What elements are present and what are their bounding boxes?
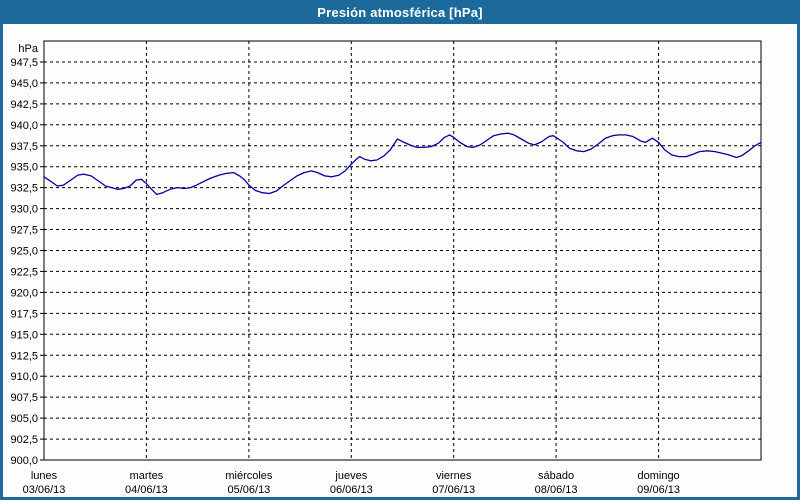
y-tick-label: 927,5	[10, 225, 38, 237]
day-name-label: jueves	[334, 470, 367, 482]
y-tick-label: 905,0	[10, 413, 38, 425]
y-tick-label: 930,0	[10, 204, 38, 216]
y-tick-label: 925,0	[10, 246, 38, 258]
y-tick-label: 902,5	[10, 434, 38, 446]
pressure-chart: 947,5 945,0 942,5 940,0 937,5 935,0 932,5 930,0…	[10, 40, 762, 496]
y-tick-label: 912,5	[10, 350, 38, 362]
y-tick-label: 917,5	[10, 308, 38, 320]
day-name-label: martes	[130, 470, 164, 482]
y-tick-label: 922,5	[10, 266, 38, 278]
day-date-label: 07/06/13	[432, 484, 475, 496]
day-date-label: 05/06/13	[227, 484, 270, 496]
pressure-line	[43, 132, 762, 196]
y-axis-unit-label: hPa	[18, 43, 38, 55]
y-tick-label: 940,0	[10, 120, 38, 132]
day-name-label: lunes	[31, 470, 58, 482]
y-tick-label: 935,0	[10, 162, 38, 174]
day-date-label: 06/06/13	[330, 484, 373, 496]
day-name-label: domingo	[637, 470, 679, 482]
y-tick-label: 947,5	[10, 57, 38, 69]
y-tick-label: 915,0	[10, 329, 38, 341]
day-name-label: sábado	[538, 470, 574, 482]
day-date-label: 09/06/13	[637, 484, 680, 496]
chart-panel: 947,5 945,0 942,5 940,0 937,5 935,0 932,5 930,0…	[3, 24, 797, 497]
title-bar: Presión atmosférica [hPa]	[0, 0, 800, 24]
y-tick-label: 920,0	[10, 287, 38, 299]
plot-border	[43, 40, 762, 461]
y-tick-label: 937,5	[10, 141, 38, 153]
window-title: Presión atmosférica [hPa]	[317, 4, 483, 20]
y-tick-label: 910,0	[10, 371, 38, 383]
y-tick-label: 932,5	[10, 183, 38, 195]
day-date-label: 04/06/13	[125, 484, 168, 496]
y-tick-label: 942,5	[10, 99, 38, 111]
day-date-label: 08/06/13	[535, 484, 578, 496]
day-name-label: miércoles	[225, 470, 273, 482]
day-date-label: 03/06/13	[23, 484, 66, 496]
y-tick-label: 900,0	[10, 455, 38, 467]
y-tick-label: 945,0	[10, 78, 38, 90]
day-name-label: viernes	[436, 470, 472, 482]
y-tick-label: 907,5	[10, 392, 38, 404]
